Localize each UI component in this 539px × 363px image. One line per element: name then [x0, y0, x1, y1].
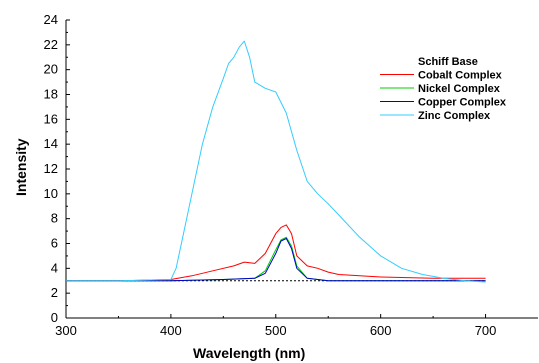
- series-lines: [66, 40, 486, 283]
- y-tick-label: 20: [44, 62, 58, 77]
- x-axis-ticks: 300 400 500 600 700: [55, 314, 496, 338]
- y-tick-label: 24: [44, 12, 58, 27]
- legend-label: Cobalt Complex: [418, 70, 503, 82]
- y-tick-label: 22: [44, 37, 58, 52]
- y-tick-label: 2: [51, 285, 58, 300]
- x-axis-title: Wavelength (nm): [193, 345, 305, 361]
- legend-label: Schiff Base: [418, 56, 478, 68]
- x-tick-label: 300: [55, 323, 77, 338]
- x-tick-label: 700: [475, 323, 497, 338]
- y-tick-label: 8: [51, 211, 58, 226]
- x-tick-label: 500: [265, 323, 287, 338]
- y-tick-label: 0: [51, 310, 58, 325]
- y-tick-label: 14: [44, 136, 58, 151]
- legend-label: Nickel Complex: [418, 83, 501, 95]
- x-tick-label: 600: [370, 323, 392, 338]
- series-line-copper-complex: [66, 238, 486, 282]
- legend-label: Copper Complex: [418, 97, 507, 109]
- y-tick-label: 18: [44, 87, 58, 102]
- x-tick-label: 400: [160, 323, 182, 338]
- y-tick-label: 16: [44, 111, 58, 126]
- legend-label: Zinc Complex: [418, 110, 491, 122]
- series-line-zinc-complex: [66, 40, 486, 283]
- plot-area: [66, 20, 538, 318]
- y-tick-label: 6: [51, 236, 58, 251]
- series-line-cobalt-complex: [66, 224, 486, 282]
- y-axis-title: Intensity: [13, 138, 29, 196]
- y-tick-label: 4: [51, 260, 58, 275]
- y-tick-label: 10: [44, 186, 58, 201]
- y-tick-label: 12: [44, 161, 58, 176]
